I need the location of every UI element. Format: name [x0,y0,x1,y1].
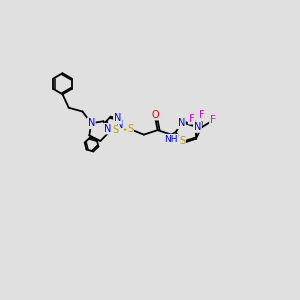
Text: F: F [210,116,215,125]
Text: S: S [113,125,119,135]
Text: F: F [199,110,205,121]
Text: O: O [151,110,159,120]
Text: N: N [104,124,111,134]
Text: N: N [178,118,185,128]
Text: N: N [116,120,123,130]
Text: S: S [127,124,133,134]
Text: F: F [189,114,194,124]
Text: N: N [194,122,201,132]
Text: N: N [88,118,95,128]
Text: NH: NH [165,135,178,144]
Text: N: N [114,113,121,123]
Text: H: H [168,135,175,144]
Text: S: S [179,136,185,146]
